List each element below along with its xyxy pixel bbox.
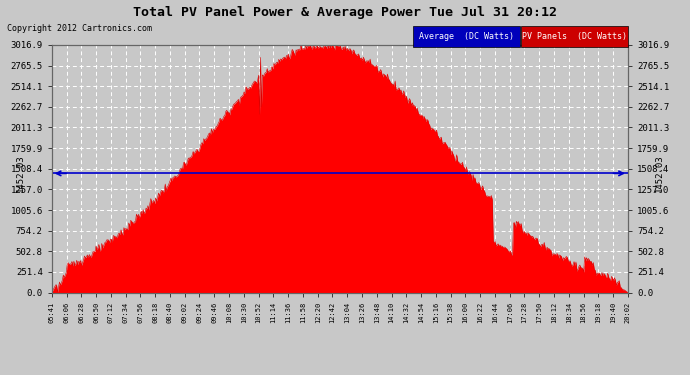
Text: Copyright 2012 Cartronics.com: Copyright 2012 Cartronics.com [7,24,152,33]
Text: PV Panels  (DC Watts): PV Panels (DC Watts) [522,32,627,41]
Text: Average  (DC Watts): Average (DC Watts) [419,32,513,41]
Text: Total PV Panel Power & Average Power Tue Jul 31 20:12: Total PV Panel Power & Average Power Tue… [133,6,557,19]
Text: 1452.03: 1452.03 [16,154,25,192]
Text: 1452.03: 1452.03 [655,154,664,192]
